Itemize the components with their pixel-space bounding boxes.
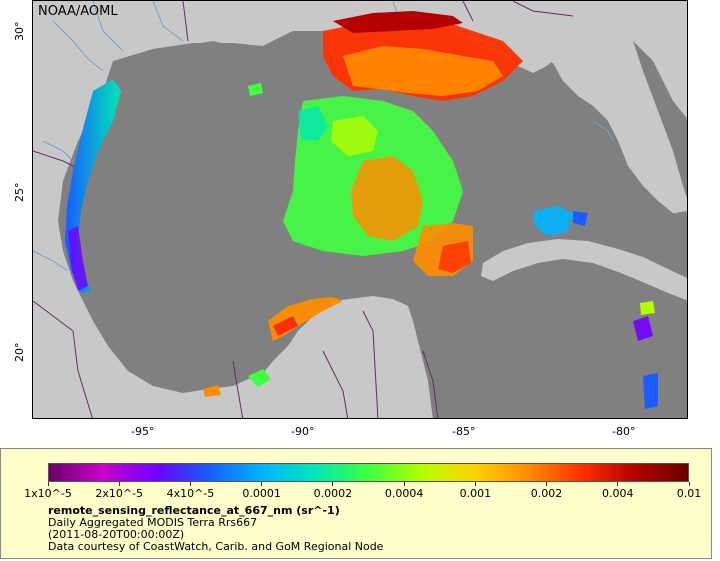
land-florida — [551, 1, 687, 213]
colorbar-tick-mark — [474, 482, 476, 486]
border-layer — [33, 1, 574, 418]
data-central-yellow — [331, 116, 378, 156]
colorbar-tick-mark — [118, 482, 120, 486]
legend-source: Data courtesy of CoastWatch, Carib. and … — [48, 540, 384, 553]
lon-label-85: -85° — [452, 425, 476, 438]
data-central-orange — [351, 156, 423, 241]
data-layer — [65, 11, 658, 409]
caribbean-water — [419, 281, 687, 418]
colorbar-tick-mark — [617, 482, 619, 486]
data-carib-3 — [640, 301, 655, 315]
colorbar-tick-label: 0.001 — [459, 487, 492, 500]
legend-variable: remote_sensing_reflectance_at_667_nm (sr… — [48, 504, 340, 517]
colorbar-tick-label: 4x10^-5 — [166, 487, 215, 500]
colorbar-tick-label: 0.01 — [676, 487, 702, 500]
colorbar-tick-label: 0.0001 — [242, 487, 281, 500]
data-campeche — [248, 369, 271, 387]
lat-label-25: 25° — [13, 182, 26, 203]
colorbar-tick-mark — [332, 482, 334, 486]
lon-label-90: -90° — [291, 425, 315, 438]
land-north-america — [33, 1, 687, 418]
colorbar-tick-mark — [47, 482, 49, 486]
colorbar-tick-mark — [403, 482, 405, 486]
legend-product: Daily Aggregated MODIS Terra Rrs667 — [48, 516, 258, 529]
lon-label-95: -95° — [131, 425, 155, 438]
colorbar-tick-mark — [688, 482, 690, 486]
data-se-stripe-red — [438, 241, 471, 273]
credit-label: NOAA/AOML — [38, 4, 118, 19]
land-bahamas — [641, 161, 658, 176]
data-fl-straits — [533, 206, 573, 236]
colorbar-tick-label: 0.004 — [602, 487, 634, 500]
land-cuba — [481, 239, 687, 301]
data-fl-straits-2 — [573, 211, 588, 226]
colorbar-tick-label: 2x10^-5 — [95, 487, 144, 500]
colorbar-tick-label: 0.002 — [530, 487, 563, 500]
colorbar-tick-label: 0.0002 — [313, 487, 353, 500]
lon-label-80: -80° — [612, 425, 636, 438]
legend-time: (2011-08-20T00:00:00Z) — [48, 528, 185, 541]
colorbar-tick-label: 0.0004 — [384, 487, 424, 500]
data-campeche-2 — [203, 385, 221, 397]
colorbar-tick-mark — [546, 482, 548, 486]
lat-label-20: 20° — [13, 342, 26, 363]
data-carib-1 — [633, 316, 653, 341]
map-panel — [32, 0, 688, 419]
map-canvas — [33, 1, 687, 418]
data-ne-orange — [343, 46, 503, 96]
data-west-coast — [65, 79, 121, 293]
colorbar — [48, 463, 689, 482]
data-ne-dark — [333, 11, 463, 33]
data-west-coast-purple — [68, 226, 88, 291]
data-yucatan-red — [273, 316, 298, 336]
lat-label-30: 30° — [13, 21, 26, 42]
colorbar-tick-mark — [189, 482, 191, 486]
data-nw-spot — [248, 83, 263, 96]
data-carib-2 — [643, 373, 658, 409]
data-central-cyan — [298, 106, 328, 141]
colorbar-tick-mark — [261, 482, 263, 486]
colorbar-tick-label: 1x10^-5 — [24, 487, 72, 500]
